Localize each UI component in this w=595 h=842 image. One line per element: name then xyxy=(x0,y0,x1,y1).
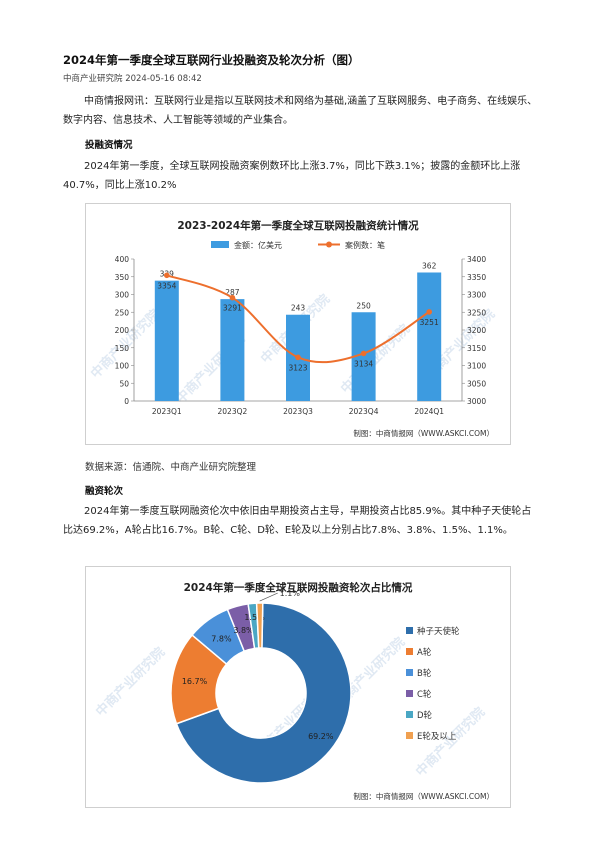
legend-swatch xyxy=(406,732,413,739)
bar-amount xyxy=(417,272,442,401)
legend-swatch xyxy=(406,711,413,718)
x-tick-label: 2023Q3 xyxy=(283,407,313,416)
bar-value-label: 287 xyxy=(225,288,240,297)
section-heading-investment: 投融资情况 xyxy=(85,140,133,151)
y-right-tick-label: 3150 xyxy=(467,344,486,353)
legend-bar-swatch xyxy=(211,241,229,248)
y-right-tick-label: 3400 xyxy=(467,255,486,264)
deal-count-point xyxy=(164,272,170,279)
y-right-tick-label: 3350 xyxy=(467,273,486,282)
deal-count-point xyxy=(426,309,433,315)
y-left-tick-label: 300 xyxy=(115,291,130,300)
chart-title: 2023-2024年第一季度全球互联网投融资统计情况 xyxy=(177,219,419,232)
bar-amount xyxy=(154,280,179,401)
article-title: 2024年第一季度全球互联网行业投融资及轮次分析（图） xyxy=(63,53,360,67)
deal-count-label: 3291 xyxy=(223,304,242,313)
legend-label: E轮及以上 xyxy=(417,731,457,742)
x-tick-label: 2024Q1 xyxy=(414,407,444,416)
deal-count-point xyxy=(360,350,367,357)
legend-swatch xyxy=(406,669,413,676)
y-right-tick-label: 3200 xyxy=(467,326,486,335)
bar-line-chart: 中商产业研究院中商产业研究院中商产业研究院中商产业研究院中商产业研究院2023-… xyxy=(85,203,511,445)
y-left-tick-label: 200 xyxy=(115,326,130,335)
bar-value-label: 250 xyxy=(356,301,371,310)
chart-credit: 制图：中商情报网（WWW.ASKCI.COM） xyxy=(353,428,494,438)
donut-chart-svg: 中商产业研究院中商产业研究院中商产业研究院中商产业研究院中商产业研究院2024年… xyxy=(93,581,494,801)
legend-label: 种子天使轮 xyxy=(417,626,460,637)
y-left-tick-label: 100 xyxy=(115,362,130,371)
legend-label: B轮 xyxy=(417,668,432,679)
x-tick-label: 2023Q4 xyxy=(349,407,379,416)
slice-leader-line xyxy=(259,592,278,602)
y-left-tick-label: 400 xyxy=(115,255,130,264)
deal-count-label: 3123 xyxy=(288,363,307,372)
donut-slice xyxy=(175,602,352,784)
bar-line-chart-svg: 中商产业研究院中商产业研究院中商产业研究院中商产业研究院中商产业研究院2023-… xyxy=(88,219,499,438)
investment-paragraph: 2024年第一季度，全球互联网投融资案例数环比上涨3.7%，同比下跌3.1%；披… xyxy=(63,161,521,191)
y-right-tick-label: 3100 xyxy=(467,362,486,371)
legend-line-label: 案例数：笔 xyxy=(345,240,385,250)
y-left-tick-label: 50 xyxy=(119,379,129,388)
legend-swatch xyxy=(406,690,413,697)
intro-paragraph: 中商情报网讯：互联网行业是指以互联网技术和网络为基础,涵盖了互联网服务、电子商务… xyxy=(63,96,538,126)
y-right-tick-label: 3250 xyxy=(467,308,486,317)
deal-count-label: 3251 xyxy=(420,318,439,327)
legend-line-marker xyxy=(326,241,332,248)
deal-count-label: 3134 xyxy=(354,359,373,368)
donut-slice xyxy=(255,602,264,649)
section-heading-rounds: 融资轮次 xyxy=(85,486,124,497)
slice-value-label: 3.8% xyxy=(233,626,254,635)
legend-swatch xyxy=(406,648,413,655)
legend-label: C轮 xyxy=(417,689,432,700)
slice-value-label: 69.2% xyxy=(308,732,334,741)
y-left-tick-label: 250 xyxy=(115,308,130,317)
x-tick-label: 2023Q1 xyxy=(152,407,182,416)
slice-value-label: 1.5% xyxy=(244,613,265,622)
y-left-tick-label: 0 xyxy=(124,397,129,406)
legend-label: A轮 xyxy=(417,647,432,658)
watermark-text: 中商产业研究院 xyxy=(93,644,169,720)
data-source-note: 数据来源：信通院、中商产业研究院整理 xyxy=(85,462,257,473)
bar-amount xyxy=(220,299,245,401)
chart-title: 2024年第一季度全球互联网投融资轮次占比情况 xyxy=(184,581,413,594)
bar-value-label: 243 xyxy=(291,304,306,313)
donut-chart: 中商产业研究院中商产业研究院中商产业研究院中商产业研究院中商产业研究院2024年… xyxy=(85,566,511,808)
slice-value-label: 1.1% xyxy=(280,589,301,598)
y-right-tick-label: 3050 xyxy=(467,379,486,388)
legend-label: D轮 xyxy=(417,710,433,721)
slice-value-label: 7.8% xyxy=(211,634,232,643)
y-right-tick-label: 3300 xyxy=(467,291,486,300)
article-meta: 中商产业研究院 2024-05-16 08:42 xyxy=(63,74,202,84)
deal-count-point xyxy=(295,354,301,361)
chart-credit: 制图：中商情报网（WWW.ASKCI.COM） xyxy=(353,791,494,801)
bar-value-label: 362 xyxy=(422,261,437,270)
rounds-paragraph: 2024年第一季度互联网融资伦次中依旧由早期投资占主导，早期投资占比85.9%。… xyxy=(63,506,532,536)
legend-bar-label: 金额：亿美元 xyxy=(234,240,282,250)
slice-value-label: 16.7% xyxy=(182,677,208,686)
deal-count-label: 3354 xyxy=(157,281,176,290)
y-left-tick-label: 150 xyxy=(115,344,130,353)
y-left-tick-label: 350 xyxy=(115,273,130,282)
deal-count-point xyxy=(229,294,236,301)
y-right-tick-label: 3000 xyxy=(467,397,486,406)
legend-swatch xyxy=(406,627,413,634)
x-tick-label: 2023Q2 xyxy=(218,407,248,416)
